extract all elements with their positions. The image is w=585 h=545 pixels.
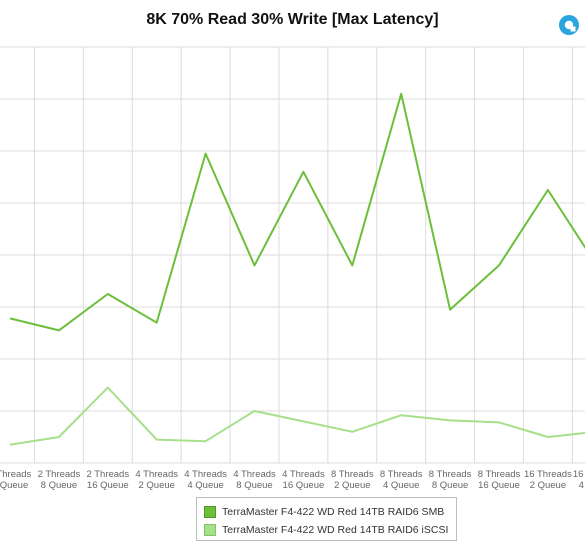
x-tick-label: 8 Threads 4 Queue (380, 469, 423, 491)
chart-grid (0, 46, 585, 464)
x-tick-label: 2 Threads 16 Queue (86, 469, 129, 491)
x-tick-label: 16 Threads 2 Queue (524, 469, 572, 491)
legend-label-smb: TerraMaster F4-422 WD Red 14TB RAID6 SMB (222, 506, 445, 518)
x-tick-label: 4 Threads 8 Queue (233, 469, 276, 491)
legend-item-smb[interactable]: TerraMaster F4-422 WD Red 14TB RAID6 SMB (204, 504, 444, 520)
storage-review-logo-icon (559, 15, 579, 35)
chart-legend: TerraMaster F4-422 WD Red 14TB RAID6 SMB… (196, 497, 457, 541)
chart-title: 8K 70% Read 30% Write [Max Latency] (146, 11, 439, 28)
x-tick-label: 8 Threads 2 Queue (331, 469, 374, 491)
x-tick-label: 4 Threads 16 Queue (282, 469, 325, 491)
legend-swatch-smb (204, 506, 216, 518)
x-tick-label: 2 Threads 8 Queue (38, 469, 81, 491)
chart-series (9, 92, 585, 446)
x-tick-label: 4 Threads 2 Queue (135, 469, 178, 491)
x-tick-label: 8 Threads 16 Queue (478, 469, 521, 491)
legend-item-iscsi[interactable]: TerraMaster F4-422 WD Red 14TB RAID6 iSC… (204, 522, 448, 538)
series-line-smb[interactable] (9, 92, 585, 332)
x-tick-label: 4 Threads 4 Queue (184, 469, 227, 491)
legend-label-iscsi: TerraMaster F4-422 WD Red 14TB RAID6 iSC… (222, 524, 449, 536)
x-tick-label: 8 Threads 8 Queue (429, 469, 472, 491)
series-line-iscsi[interactable] (9, 386, 585, 446)
legend-swatch-iscsi (204, 524, 216, 536)
